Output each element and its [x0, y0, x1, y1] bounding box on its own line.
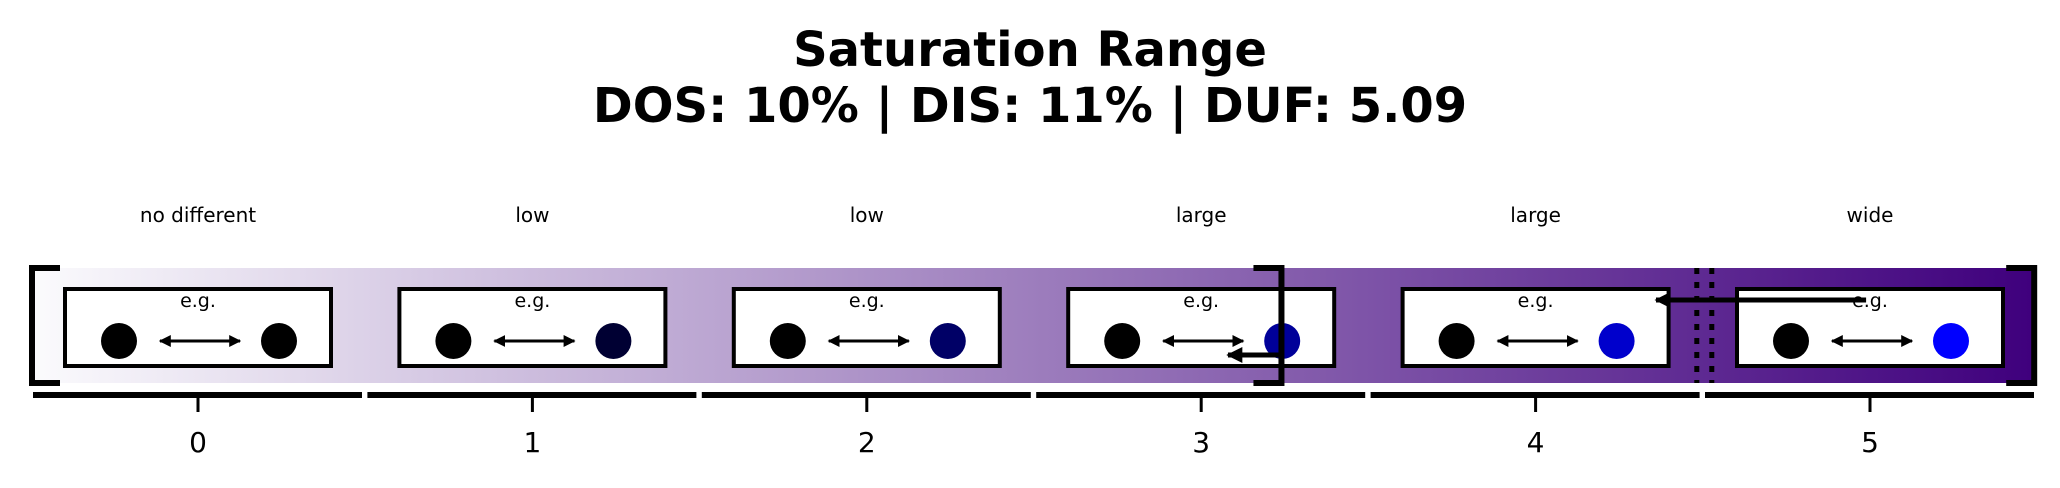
level-label: wide [1847, 203, 1894, 227]
right-dot [261, 323, 297, 359]
tick-label: 0 [189, 426, 207, 459]
right-dot [929, 323, 966, 359]
level-label: low [515, 203, 549, 227]
tick-label: 4 [1527, 426, 1545, 459]
tick-label: 1 [523, 426, 541, 459]
example-label: e.g. [514, 290, 550, 312]
chart-title: Saturation Range DOS: 10% | DIS: 11% | D… [0, 22, 2060, 134]
level-label: large [1510, 203, 1561, 227]
right-dot [1598, 323, 1635, 359]
range-bracket-right [2006, 265, 2038, 386]
right-dot [1933, 323, 1969, 359]
title-line-1: Saturation Range [793, 22, 1267, 78]
level-label: no different [140, 203, 256, 227]
tick-label: 5 [1861, 426, 1879, 459]
level-label: low [850, 203, 884, 227]
example-label: e.g. [180, 290, 216, 312]
level-label: large [1176, 203, 1227, 227]
left-dot [1104, 323, 1141, 359]
tick-label: 3 [1192, 426, 1210, 459]
left-dot [769, 323, 806, 359]
range-bracket-mid [1253, 265, 1285, 386]
left-dot [435, 323, 472, 359]
range-bracket-left [29, 265, 60, 386]
right-dot [595, 323, 632, 359]
example-label: e.g. [849, 290, 885, 312]
left-dot [1773, 323, 1809, 359]
example-label: e.g. [1852, 290, 1888, 312]
left-dot [1438, 323, 1475, 359]
tick-label: 2 [858, 426, 876, 459]
example-label: e.g. [1183, 290, 1219, 312]
left-dot [101, 323, 137, 359]
title-line-2: DOS: 10% | DIS: 11% | DUF: 5.09 [592, 78, 1468, 134]
example-label: e.g. [1518, 290, 1554, 312]
